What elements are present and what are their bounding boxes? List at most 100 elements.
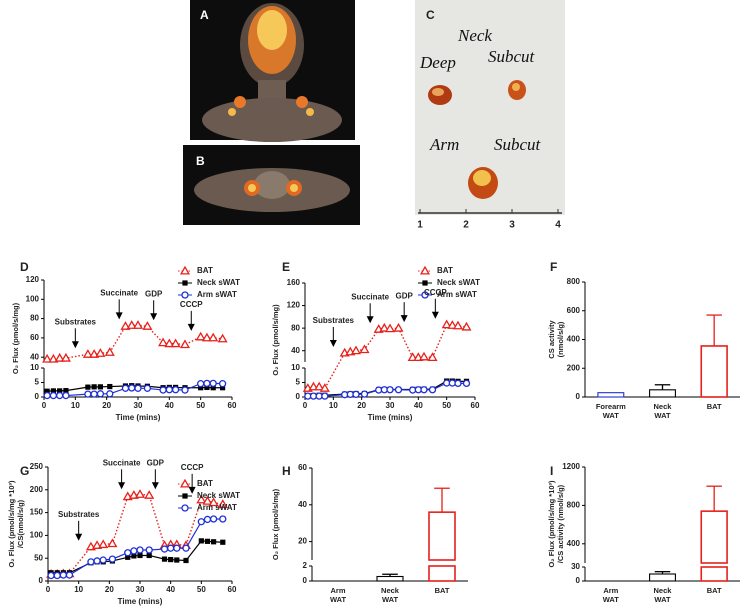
y-tick-label: 400 <box>567 335 581 344</box>
marker <box>144 490 155 499</box>
x-tick-label-box: Arm WAT <box>602 587 619 604</box>
panel-letter: A <box>200 8 209 22</box>
panel-letter: I <box>550 464 553 478</box>
annotation-label: Succinate <box>103 458 141 467</box>
marker <box>82 349 93 358</box>
y-tick-label: 40 <box>291 346 300 355</box>
y-tick-label: 0 <box>35 392 40 401</box>
y-axis-label-box: CS activity (nmol/s/g) <box>548 320 565 358</box>
marker <box>158 337 169 347</box>
marker <box>107 538 118 548</box>
panel-letter: F <box>550 260 557 274</box>
x-tick-label: 40 <box>165 401 174 410</box>
x-axis-label: Time (mins) <box>368 413 413 422</box>
marker <box>104 347 115 356</box>
y-tick-label: 5 <box>35 378 40 387</box>
photo-note: Subcut <box>494 135 542 154</box>
y-tick-label: 2 <box>303 561 308 570</box>
y-axis-label: O₂ Flux (pmol/s/mg) <box>272 304 280 376</box>
legend-marker <box>179 478 191 488</box>
legend-marker <box>421 291 429 299</box>
y-tick-label: 0 <box>303 576 308 585</box>
panel-letter: E <box>282 260 290 274</box>
annotation-arrowhead <box>431 311 439 319</box>
marker <box>384 323 396 333</box>
marker <box>59 571 67 579</box>
x-tick-label-box: Neck WAT <box>654 587 672 604</box>
marker <box>134 489 146 498</box>
x-tick-label: 40 <box>414 401 423 410</box>
x-tick-label: Forearm WAT <box>595 403 626 420</box>
y-tick-label: 160 <box>287 278 301 287</box>
x-tick-label-box: Neck WAT <box>654 403 672 420</box>
y-axis-label: O₂ Flux (pmol/s/mg *10³) /CS(nmol/s/g) <box>8 480 25 568</box>
y-tick-label: 1200 <box>562 462 580 471</box>
y-tick-label: 150 <box>30 508 44 517</box>
image-a <box>190 0 355 142</box>
marker <box>209 515 218 523</box>
x-tick-label: 10 <box>71 401 80 410</box>
annotation-label: CCCP <box>424 288 447 297</box>
marker <box>183 557 189 564</box>
legend-label: Arm sWAT <box>197 290 237 299</box>
annotation-label: CCCP <box>180 300 203 309</box>
marker <box>126 320 137 329</box>
y-axis-label: O₂ Flux (pmol/s/mg) <box>12 302 20 375</box>
annotation-arrowhead <box>366 316 374 324</box>
marker <box>107 383 113 390</box>
marker <box>121 384 130 392</box>
y-tick-label: 80 <box>291 323 300 332</box>
annotation-label: GDP <box>145 289 163 298</box>
marker <box>198 538 204 544</box>
annotation-label: Substrates <box>313 316 355 325</box>
marker <box>208 497 219 507</box>
marker <box>167 544 175 552</box>
marker <box>91 384 97 390</box>
marker <box>211 539 217 545</box>
annotation-label: Substrates <box>55 317 97 326</box>
annotation-arrowhead <box>329 339 337 347</box>
marker <box>202 495 213 505</box>
x-tick-label: 30 <box>386 401 395 410</box>
x-tick-label-box: Forearm WAT <box>595 403 626 420</box>
bar <box>428 511 456 561</box>
annotation-arrowhead <box>75 533 83 541</box>
marker <box>43 391 51 400</box>
annotation-label: GDP <box>395 291 413 300</box>
marker <box>54 352 65 362</box>
marker <box>359 344 370 354</box>
marker <box>97 384 103 390</box>
y-tick-label: 400 <box>567 539 581 548</box>
marker <box>174 557 180 563</box>
x-tick-label: 20 <box>105 585 114 594</box>
x-tick-label: 60 <box>228 401 237 410</box>
x-axis-label: Time (mins) <box>118 597 163 606</box>
marker <box>220 539 226 545</box>
y-axis-label: O₂ Flux (pmol/s/mg) <box>272 488 280 561</box>
y-axis-label-box: O₂ Flux (pmol/s/mg) <box>272 304 280 376</box>
panel-letter: D <box>20 260 29 274</box>
photo-note: Deep <box>419 53 456 72</box>
annotation-arrowhead <box>188 486 196 494</box>
marker <box>120 321 131 330</box>
annotation-label: Succinate <box>351 292 389 301</box>
bar <box>597 392 625 398</box>
marker <box>96 390 105 398</box>
marker <box>95 348 106 357</box>
y-tick-label: 60 <box>298 463 307 472</box>
x-tick-label: Arm WAT <box>602 587 619 604</box>
y-tick-label: 120 <box>26 275 40 284</box>
marker <box>62 391 70 400</box>
marker <box>198 385 204 391</box>
legend-marker <box>419 265 431 275</box>
marker <box>84 390 92 398</box>
y-tick-label: 5 <box>296 378 301 387</box>
y-tick-label: 800 <box>567 277 581 286</box>
marker <box>143 384 152 392</box>
y-tick-label: 0 <box>39 576 44 585</box>
series-line <box>51 540 223 574</box>
y-tick-label: 250 <box>30 462 44 471</box>
legend-label: Neck sWAT <box>197 491 240 500</box>
y-tick-label: 10 <box>30 363 39 372</box>
marker <box>57 388 63 394</box>
